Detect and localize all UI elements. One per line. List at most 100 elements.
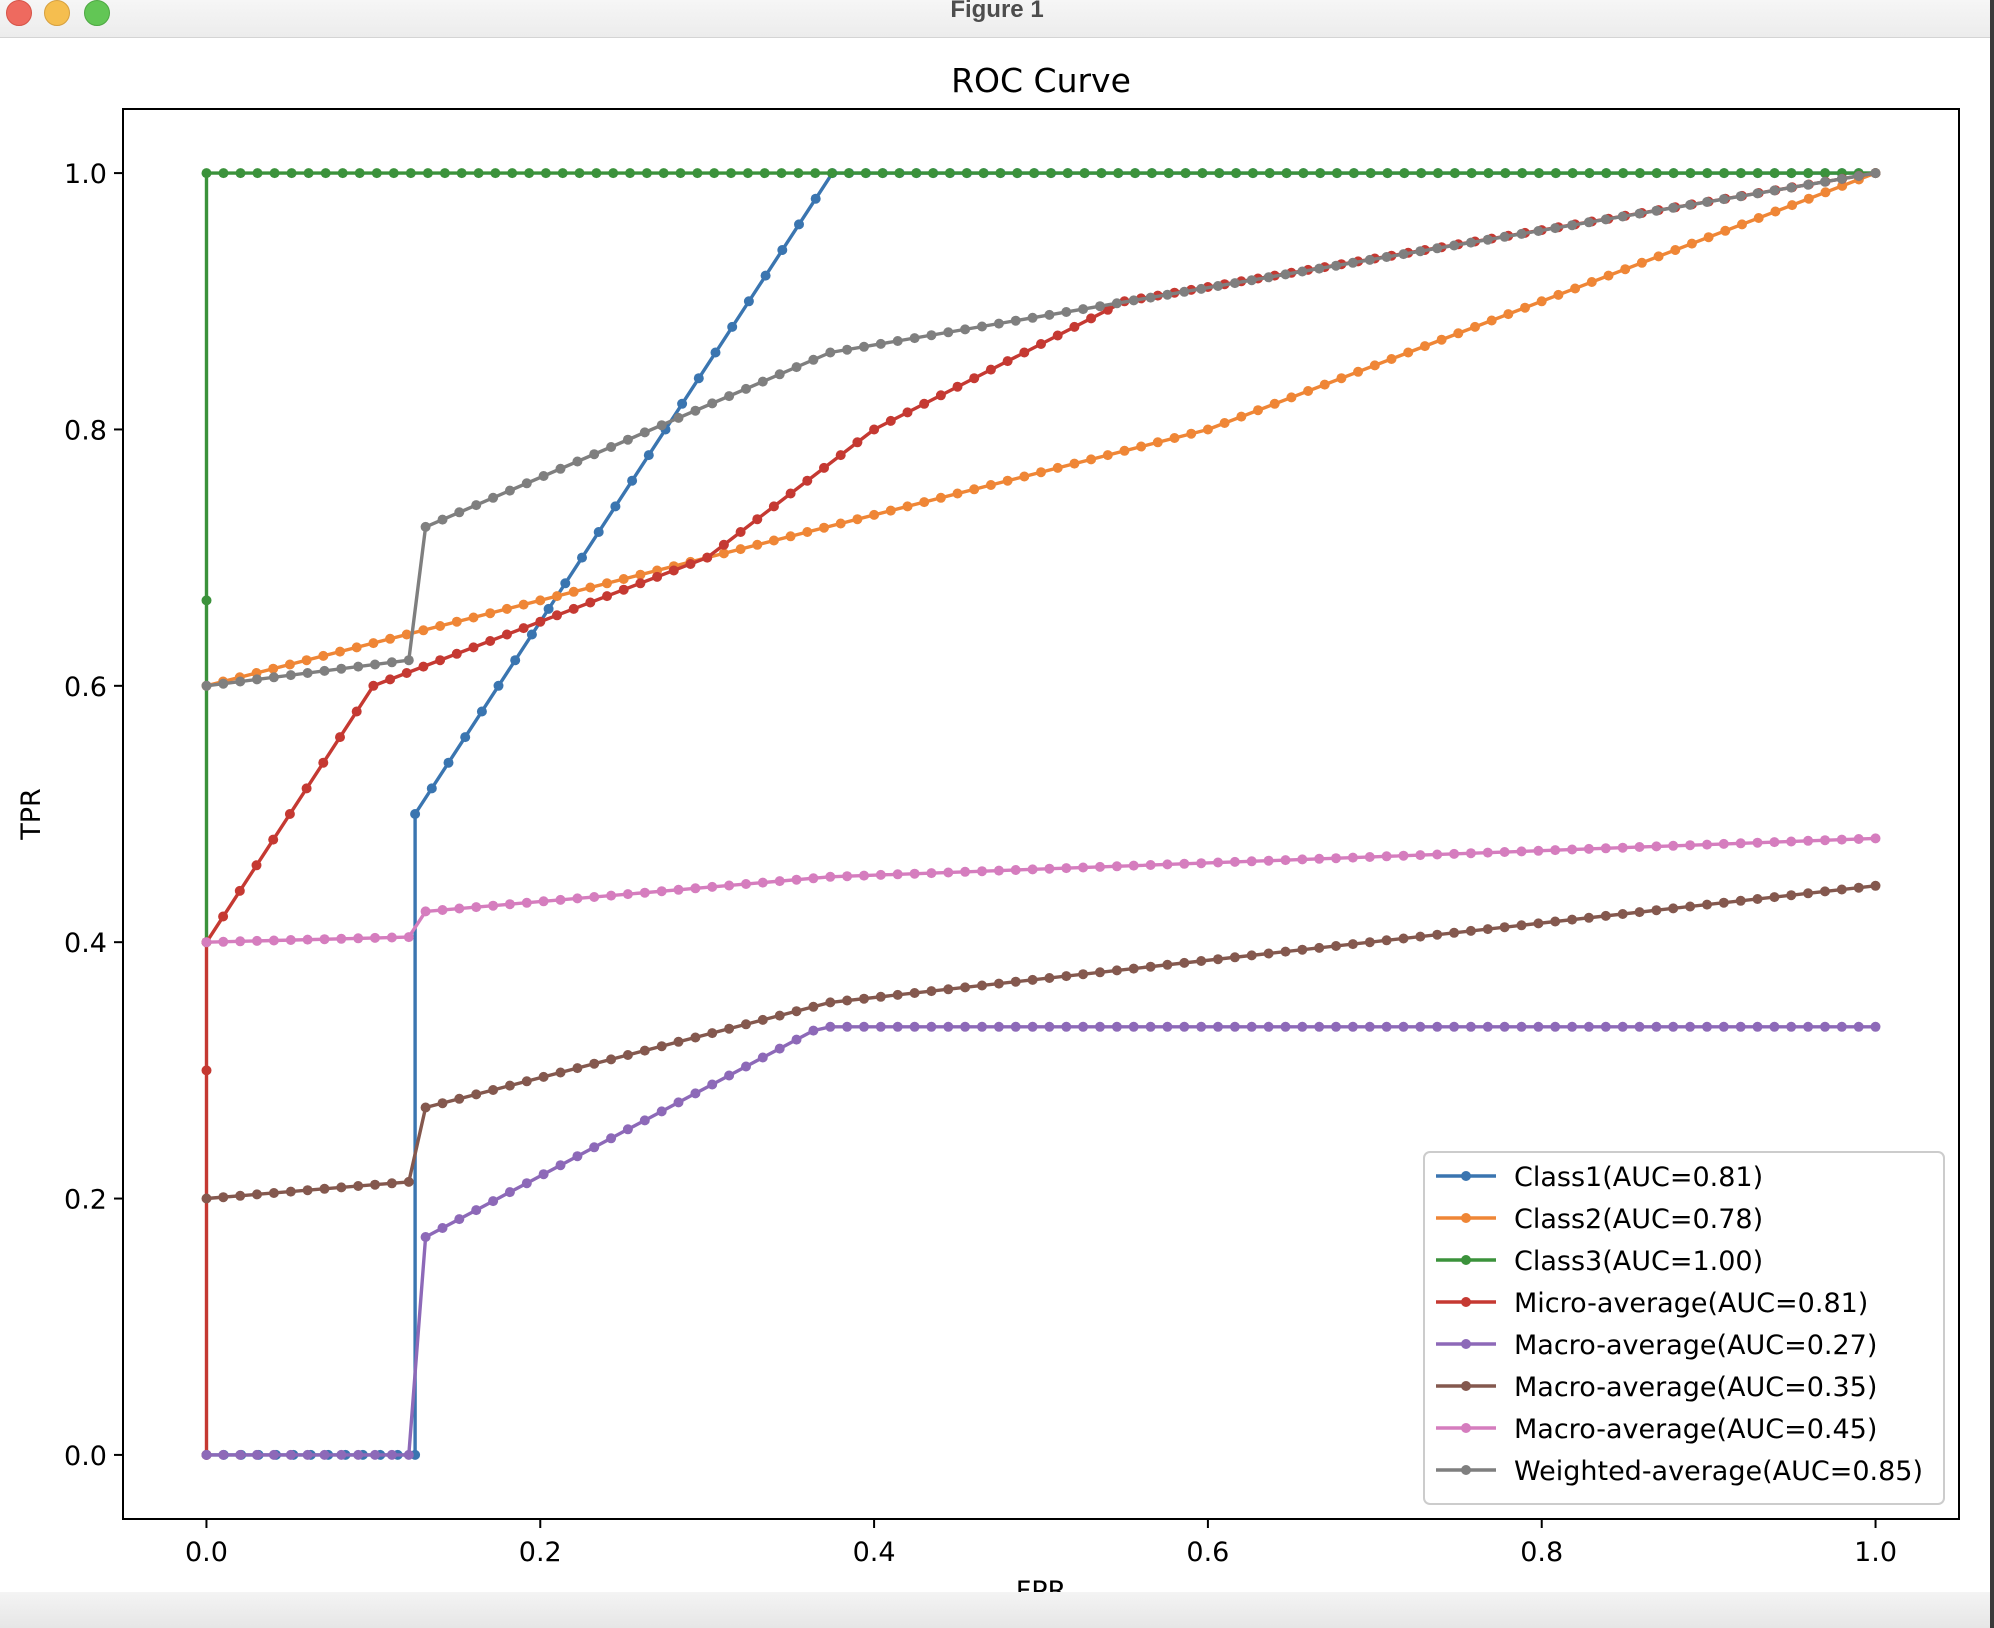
legend-swatch-marker-micro-average-auc-0-81-3 <box>1461 1297 1471 1307</box>
point-class2-auc-0-78-1-15 <box>451 616 462 627</box>
point-macro-average-auc-0-35-5-87 <box>1668 903 1679 914</box>
point-macro-average-auc-0-35-5-31 <box>724 1023 735 1034</box>
point-macro-average-auc-0-35-5-13 <box>420 1102 431 1113</box>
series-line-weighted-average-auc-0-85-7 <box>206 171 1876 688</box>
point-class3-auc-1-00-2-51 <box>1029 168 1039 179</box>
point-class3-auc-1-00-2-54 <box>1079 168 1090 179</box>
window-minimize-button[interactable] <box>44 0 70 26</box>
point-macro-average-auc-0-27-4-22 <box>572 1151 583 1162</box>
point-macro-average-auc-0-45-6-13 <box>420 906 431 917</box>
point-weighted-average-auc-0-85-7-28 <box>673 412 684 423</box>
point-macro-average-auc-0-35-5-69 <box>1364 937 1375 948</box>
point-micro-average-auc-0-81-3-52 <box>1036 339 1046 349</box>
point-class3-auc-1-00-2-20 <box>507 168 518 179</box>
point-macro-average-auc-0-27-4-23 <box>589 1142 600 1153</box>
point-macro-average-auc-0-45-6-10 <box>370 932 380 943</box>
point-macro-average-auc-0-35-5-22 <box>572 1063 583 1074</box>
point-macro-average-auc-0-45-6-7 <box>319 934 330 945</box>
point-macro-average-auc-0-27-4-3 <box>252 1449 262 1460</box>
point-macro-average-auc-0-45-6-21 <box>555 894 566 905</box>
point-macro-average-auc-0-27-4-60 <box>1213 1021 1223 1032</box>
point-class2-auc-0-78-1-45 <box>952 488 963 499</box>
point-macro-average-auc-0-45-6-56 <box>1145 860 1156 870</box>
point-weighted-average-auc-0-85-7-45 <box>960 324 971 335</box>
point-class2-auc-0-78-1-62 <box>1236 411 1247 422</box>
point-class2-auc-0-78-1-16 <box>468 612 479 623</box>
point-macro-average-auc-0-35-5-95 <box>1803 888 1814 899</box>
point-macro-average-auc-0-45-6-35 <box>791 874 802 885</box>
point-macro-average-auc-0-27-4-25 <box>622 1124 633 1135</box>
point-macro-average-auc-0-27-4-47 <box>993 1021 1004 1032</box>
point-class1-auc-0-81-0-37 <box>810 193 821 204</box>
point-class2-auc-0-78-1-17 <box>485 608 496 619</box>
point-weighted-average-auc-0-85-7-84 <box>1617 211 1628 222</box>
point-class1-auc-0-81-0-35 <box>777 245 788 255</box>
point-macro-average-auc-0-27-4-64 <box>1280 1021 1291 1032</box>
point-macro-average-auc-0-35-5-0 <box>201 1193 212 1204</box>
point-macro-average-auc-0-27-4-90 <box>1718 1021 1729 1032</box>
point-macro-average-auc-0-35-5-77 <box>1499 922 1510 933</box>
point-class2-auc-0-78-1-84 <box>1603 270 1614 281</box>
point-macro-average-auc-0-27-4-74 <box>1449 1021 1460 1032</box>
point-macro-average-auc-0-27-4-4 <box>268 1449 279 1460</box>
point-macro-average-auc-0-27-4-98 <box>1853 1021 1864 1032</box>
point-macro-average-auc-0-45-6-27 <box>656 886 667 897</box>
point-macro-average-auc-0-45-6-59 <box>1196 858 1207 869</box>
point-macro-average-auc-0-27-4-53 <box>1095 1021 1105 1032</box>
point-weighted-average-auc-0-85-7-38 <box>842 344 853 355</box>
point-micro-average-auc-0-81-3-4 <box>234 885 245 896</box>
point-macro-average-auc-0-45-6-11 <box>386 932 397 943</box>
point-macro-average-auc-0-27-4-86 <box>1651 1021 1662 1032</box>
point-macro-average-auc-0-45-6-90 <box>1718 838 1729 849</box>
point-macro-average-auc-0-35-5-70 <box>1381 935 1392 946</box>
legend-label-macro-average-auc-0-35-5: Macro-average(AUC=0.35) <box>1514 1372 1877 1403</box>
point-macro-average-auc-0-45-6-61 <box>1229 856 1240 867</box>
point-macro-average-auc-0-45-6-41 <box>892 869 903 880</box>
point-macro-average-auc-0-45-6-1 <box>218 936 229 947</box>
point-macro-average-auc-0-45-6-14 <box>437 905 448 915</box>
point-micro-average-auc-0-81-3-1 <box>201 1065 212 1076</box>
point-macro-average-auc-0-35-5-64 <box>1280 946 1291 957</box>
point-macro-average-auc-0-45-6-2 <box>235 936 246 947</box>
point-macro-average-auc-0-27-4-87 <box>1668 1021 1679 1032</box>
point-weighted-average-auc-0-85-7-14 <box>437 514 448 525</box>
legend-entry-class3-auc-1-00-2: Class3(AUC=1.00) <box>1436 1246 1763 1277</box>
point-class3-auc-1-00-2-15 <box>422 168 433 179</box>
point-class3-auc-1-00-2-10 <box>337 168 348 179</box>
point-class2-auc-0-78-1-93 <box>1753 213 1764 223</box>
point-macro-average-auc-0-35-5-75 <box>1465 925 1476 936</box>
point-macro-average-auc-0-35-5-57 <box>1162 959 1173 970</box>
point-macro-average-auc-0-35-5-4 <box>268 1188 279 1198</box>
point-macro-average-auc-0-35-5-52 <box>1078 969 1089 980</box>
point-macro-average-auc-0-35-5-40 <box>875 991 886 1002</box>
point-class2-auc-0-78-1-88 <box>1670 245 1681 255</box>
point-macro-average-auc-0-35-5-38 <box>842 995 853 1006</box>
point-macro-average-auc-0-45-6-39 <box>859 870 869 881</box>
point-weighted-average-auc-0-85-7-5 <box>285 670 296 681</box>
x-tick-label-4: 0.8 <box>1520 1537 1563 1568</box>
point-weighted-average-auc-0-85-7-69 <box>1364 254 1375 265</box>
window-maximize-button[interactable] <box>84 0 110 26</box>
point-micro-average-auc-0-81-3-38 <box>802 475 813 486</box>
window-close-button[interactable] <box>6 0 32 26</box>
point-class2-auc-0-78-1-85 <box>1620 264 1631 275</box>
point-micro-average-auc-0-81-3-55 <box>1086 313 1097 324</box>
point-micro-average-auc-0-81-3-8 <box>301 783 312 794</box>
point-weighted-average-auc-0-85-7-4 <box>268 672 279 683</box>
point-class3-auc-1-00-2-80 <box>1517 168 1528 179</box>
point-macro-average-auc-0-27-4-62 <box>1246 1021 1257 1032</box>
point-class2-auc-0-78-1-77 <box>1486 315 1497 326</box>
x-tick-label-2: 0.4 <box>853 1537 896 1568</box>
point-macro-average-auc-0-35-5-46 <box>977 980 987 991</box>
point-macro-average-auc-0-35-5-98 <box>1853 882 1864 893</box>
point-macro-average-auc-0-45-6-94 <box>1786 836 1797 847</box>
point-micro-average-auc-0-81-3-45 <box>919 398 930 409</box>
point-class2-auc-0-78-1-95 <box>1787 200 1798 211</box>
series-macro-average-auc-0-35-5 <box>201 880 1881 1204</box>
point-micro-average-auc-0-81-3-54 <box>1069 321 1080 332</box>
legend-swatch-marker-macro-average-auc-0-35-5 <box>1461 1381 1471 1391</box>
point-macro-average-auc-0-35-5-82 <box>1583 912 1594 923</box>
point-micro-average-auc-0-81-3-41 <box>852 437 863 448</box>
point-micro-average-auc-0-81-3-51 <box>1019 347 1030 358</box>
point-macro-average-auc-0-27-4-52 <box>1078 1021 1089 1032</box>
